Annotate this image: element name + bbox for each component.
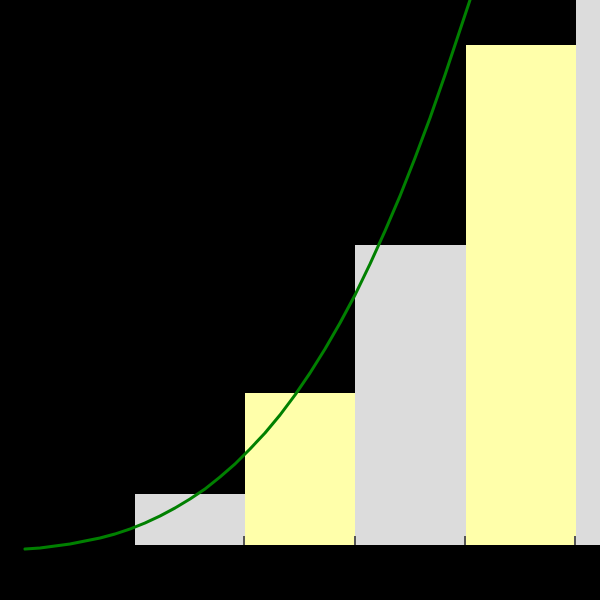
bar-3 xyxy=(355,245,466,545)
bars-group xyxy=(135,0,600,545)
x-axis-group xyxy=(243,536,576,545)
bar-2 xyxy=(245,393,355,545)
bar-4 xyxy=(466,45,576,545)
curve-curve xyxy=(23,0,472,551)
bar-5 xyxy=(576,0,600,545)
curve-series-group xyxy=(23,0,472,551)
